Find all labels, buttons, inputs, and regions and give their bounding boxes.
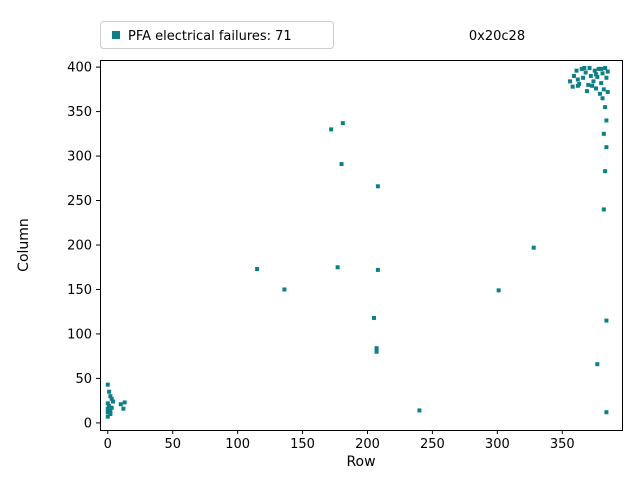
data-point (582, 66, 587, 71)
data-point (339, 162, 344, 167)
data-point (599, 81, 604, 86)
data-point (105, 414, 110, 419)
data-point (110, 399, 115, 404)
data-point (604, 75, 609, 80)
y-tick-label: 300 (67, 150, 92, 165)
data-point (583, 70, 588, 75)
data-point (604, 118, 609, 123)
data-point (605, 69, 610, 74)
data-point (601, 87, 606, 92)
data-point (255, 267, 260, 272)
data-point (568, 79, 573, 84)
data-point (604, 410, 609, 415)
data-points (105, 66, 610, 419)
data-point (121, 406, 126, 411)
data-point (329, 127, 334, 132)
data-point (604, 318, 609, 323)
data-point (496, 288, 501, 293)
x-tick-label: 100 (225, 437, 250, 452)
data-point (340, 121, 345, 126)
data-point (588, 74, 593, 79)
data-point (575, 77, 580, 82)
x-axis-label: Row (346, 454, 375, 470)
data-point (105, 406, 110, 411)
data-point (335, 265, 340, 270)
data-point (107, 403, 112, 408)
data-point (601, 131, 606, 136)
data-point (592, 68, 597, 73)
data-point (122, 400, 127, 405)
x-tick-label: 50 (164, 437, 181, 452)
data-point (590, 83, 595, 88)
data-point (579, 66, 584, 71)
data-point (282, 287, 287, 292)
y-tick-label: 350 (67, 105, 92, 120)
data-point (107, 389, 112, 394)
data-point (584, 89, 589, 94)
data-point (595, 362, 600, 367)
y-tick-label: 200 (67, 239, 92, 254)
data-point (375, 267, 380, 272)
data-point (601, 207, 606, 212)
data-point (581, 75, 586, 80)
data-point (375, 184, 380, 189)
data-point (603, 169, 608, 174)
data-point (603, 105, 608, 110)
plot-border (100, 60, 623, 431)
y-tick-label: 50 (75, 372, 92, 387)
data-point (570, 84, 575, 89)
data-point (595, 74, 600, 79)
data-point (531, 245, 536, 250)
data-point (571, 74, 576, 79)
x-tick-label: 250 (420, 437, 445, 452)
data-point (371, 315, 376, 320)
data-point (603, 66, 608, 71)
x-tick-label: 0 (104, 437, 112, 452)
y-tick-label: 100 (67, 327, 92, 342)
data-point (599, 66, 604, 71)
data-point (109, 396, 114, 401)
axes: 0 50 100 150 200 250 300 350 0 50 100 150 200 250 300 3… (67, 60, 623, 452)
y-tick-label: 150 (67, 283, 92, 298)
data-point (108, 394, 113, 399)
data-point (586, 82, 591, 87)
data-point (605, 90, 610, 95)
data-point (600, 96, 605, 101)
legend: PFA electrical failures: 71 (100, 21, 334, 49)
x-tick-label: 300 (485, 437, 510, 452)
data-point (587, 66, 592, 71)
data-point (604, 145, 609, 150)
y-axis-label: Column (16, 218, 32, 272)
data-point (574, 68, 579, 73)
data-point (374, 346, 379, 351)
data-point (105, 410, 110, 415)
x-tick-label: 350 (550, 437, 575, 452)
data-point (575, 83, 580, 88)
legend-label: PFA electrical failures: 71 (128, 29, 292, 44)
data-point (108, 409, 113, 414)
data-point (594, 86, 599, 91)
annotation-text: 0x20c28 (469, 29, 525, 44)
data-point (109, 405, 114, 410)
y-tick-label: 0 (84, 416, 92, 431)
y-tick-label: 250 (67, 194, 92, 209)
data-point (596, 66, 601, 71)
y-tick-label: 400 (67, 61, 92, 76)
data-point (374, 349, 379, 354)
data-point (105, 401, 110, 406)
data-point (594, 72, 599, 77)
data-point (597, 91, 602, 96)
data-point (591, 79, 596, 84)
legend-marker-icon (112, 31, 120, 39)
x-tick-label: 150 (290, 437, 315, 452)
data-point (118, 402, 123, 407)
data-point (600, 71, 605, 76)
legend-box (100, 21, 334, 49)
x-tick-label: 200 (355, 437, 380, 452)
data-point (105, 382, 110, 387)
data-point (108, 411, 113, 416)
data-point (417, 408, 422, 413)
